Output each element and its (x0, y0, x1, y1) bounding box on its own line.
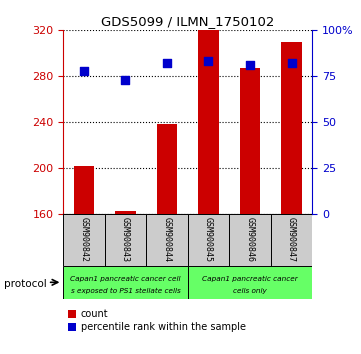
Bar (63, 214, 105, 266)
Bar (157, 124, 177, 214)
Point (81, 68, 87, 73)
Text: GSM900846: GSM900846 (245, 217, 255, 262)
Text: GSM900844: GSM900844 (162, 217, 171, 262)
Bar (63, 266, 188, 299)
Bar (188, 214, 229, 266)
Point (247, 62, 253, 68)
Text: Capan1 pancreatic cancer cell: Capan1 pancreatic cancer cell (70, 276, 181, 282)
Text: GSM900847: GSM900847 (287, 217, 296, 262)
Point (205, 58, 211, 64)
Title: GDS5099 / ILMN_1750102: GDS5099 / ILMN_1750102 (101, 15, 274, 28)
Bar (115, 211, 136, 214)
Text: GSM900845: GSM900845 (204, 217, 213, 262)
Bar (188, 266, 312, 299)
Bar (229, 214, 271, 266)
Bar (271, 214, 312, 266)
Bar (281, 41, 302, 214)
Point (288, 61, 294, 66)
Legend: count, percentile rank within the sample: count, percentile rank within the sample (68, 309, 246, 332)
Bar (105, 214, 146, 266)
Point (164, 61, 170, 66)
Text: GSM900843: GSM900843 (121, 217, 130, 262)
Text: cells only: cells only (233, 288, 267, 294)
Bar (198, 30, 219, 214)
Bar (146, 214, 188, 266)
Text: s exposed to PS1 stellate cells: s exposed to PS1 stellate cells (70, 288, 180, 294)
Text: Capan1 pancreatic cancer: Capan1 pancreatic cancer (202, 276, 298, 282)
Bar (240, 68, 260, 214)
Bar (74, 166, 94, 214)
Text: GSM900842: GSM900842 (79, 217, 88, 262)
Text: protocol: protocol (4, 279, 46, 289)
Point (122, 77, 129, 82)
